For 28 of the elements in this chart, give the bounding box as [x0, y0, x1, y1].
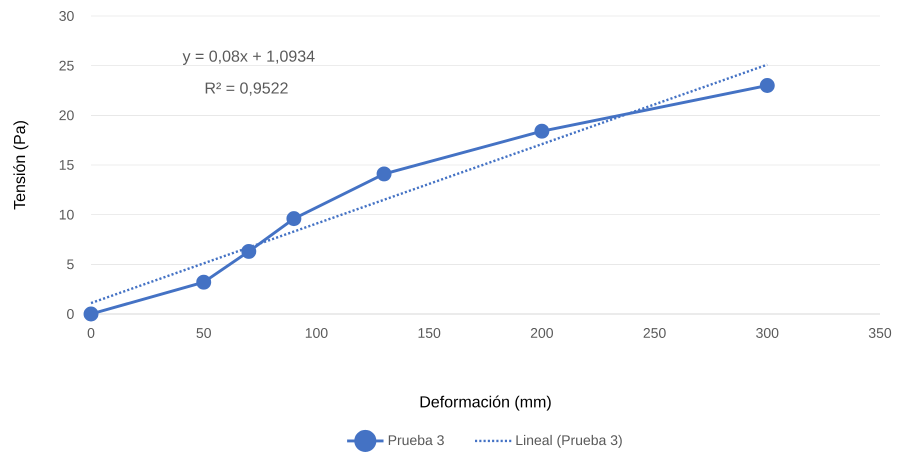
y-tick-label: 0: [67, 309, 74, 319]
x-tick-label: 350: [868, 328, 892, 338]
point: [286, 211, 302, 226]
point: [241, 244, 256, 259]
y-tick-label: 15: [60, 160, 74, 170]
x-tick-label: 50: [196, 328, 211, 338]
point: [376, 166, 392, 182]
x-tick-label: 150: [418, 328, 440, 338]
y-tick-label: 20: [59, 110, 74, 120]
x-axis-title: Deformación (mm): [420, 396, 551, 411]
annotation: y = 0,08x + 1,0934: [182, 50, 315, 65]
legend-label: Lineal (Prueba 3): [516, 434, 622, 448]
y-tick-label: 25: [59, 60, 74, 71]
y-tick-label: 5: [67, 259, 74, 270]
annotation: R² = 0,9522: [206, 82, 288, 96]
point: [534, 124, 550, 139]
x-tick-label: 300: [756, 328, 778, 338]
y-tick-label: 10: [60, 210, 74, 220]
legend-label: Prueba 3: [388, 434, 444, 446]
x-tick-label: 250: [644, 328, 666, 338]
point: [760, 78, 775, 93]
x-tick-label: 100: [306, 328, 328, 338]
y-axis-title: Tensión (Pa): [13, 121, 28, 210]
point: [84, 306, 98, 322]
point: [196, 274, 212, 290]
y-tick-label: 30: [59, 11, 74, 21]
x-tick-label: 200: [530, 328, 553, 338]
x-tick-label: 0: [88, 328, 94, 338]
